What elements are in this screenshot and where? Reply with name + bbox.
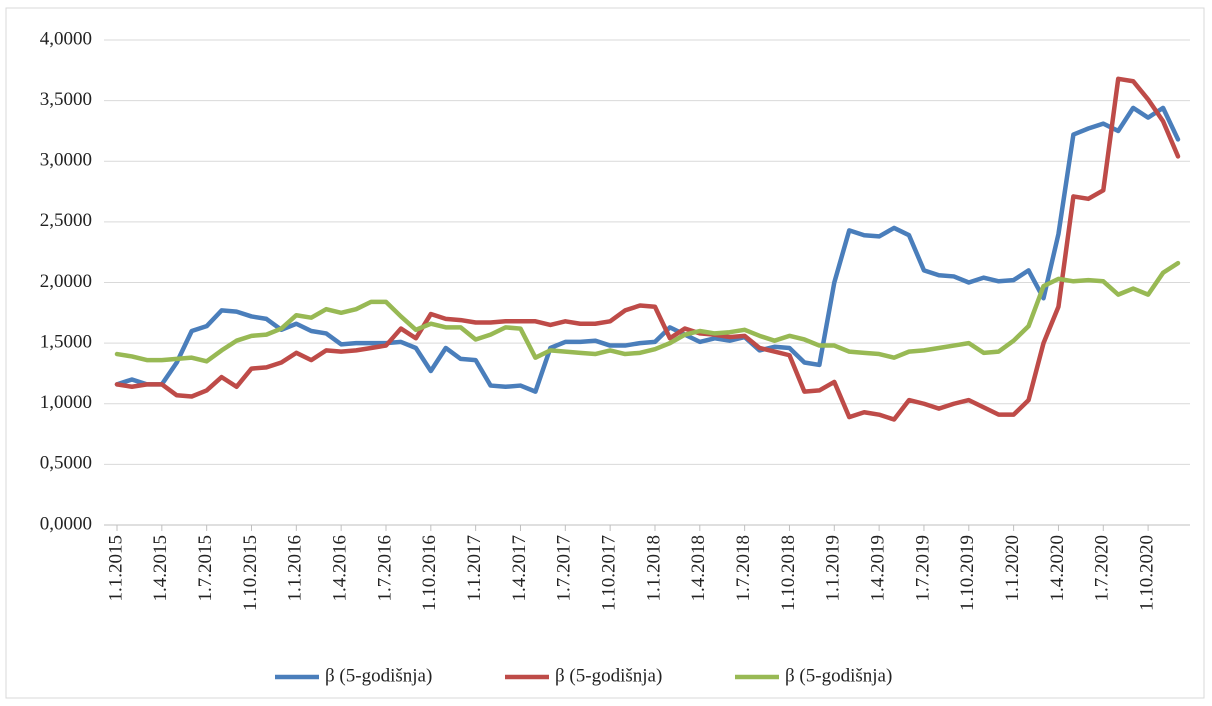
y-tick-label: 1,0000 (40, 392, 92, 413)
x-tick-label: 1.7.2019 (912, 535, 933, 602)
legend-label: β (5-godišnja) (325, 665, 432, 686)
x-tick-label: 1.4.2017 (509, 535, 530, 602)
line-series (114, 105, 1181, 394)
x-tick-label: 1.4.2015 (150, 535, 171, 602)
x-tick-label: 1.1.2020 (1002, 535, 1023, 602)
x-tick-label: 1.4.2020 (1047, 535, 1068, 602)
x-tick-label: 1.7.2018 (733, 535, 754, 602)
x-tick-label: 1.7.2017 (554, 535, 575, 602)
y-tick-label: 3,0000 (40, 150, 92, 171)
line-series (114, 260, 1181, 364)
x-tick-label: 1.10.2020 (1136, 535, 1157, 611)
y-tick-label: 2,5000 (40, 210, 92, 231)
x-tick-label: 1.1.2017 (464, 535, 485, 602)
legend-label: β (5-godišnja) (785, 665, 892, 686)
x-tick-label: 1.10.2019 (957, 535, 978, 611)
x-tick-label: 1.4.2016 (330, 535, 351, 602)
y-tick-label: 0,5000 (40, 453, 92, 474)
x-tick-label: 1.7.2020 (1092, 535, 1113, 602)
x-tick-label: 1.7.2016 (374, 535, 395, 602)
x-tick-label: 1.10.2018 (778, 535, 799, 611)
legend-label: β (5-godišnja) (555, 665, 662, 686)
x-tick-label: 1.1.2019 (823, 535, 844, 602)
x-tick-label: 1.10.2015 (240, 535, 261, 611)
x-tick-label: 1.1.2015 (105, 535, 126, 602)
x-tick-label: 1.7.2015 (195, 535, 216, 602)
line-series (114, 76, 1181, 422)
y-tick-label: 3,5000 (40, 89, 92, 110)
y-tick-label: 0,0000 (40, 513, 92, 534)
x-tick-label: 1.10.2017 (599, 535, 620, 611)
x-tick-label: 1.4.2019 (867, 535, 888, 602)
y-tick-label: 1,5000 (40, 331, 92, 352)
y-tick-label: 4,0000 (40, 28, 92, 49)
y-tick-label: 2,0000 (40, 271, 92, 292)
x-tick-label: 1.4.2018 (688, 535, 709, 602)
x-tick-label: 1.1.2016 (285, 535, 306, 602)
x-tick-label: 1.10.2016 (419, 535, 440, 611)
x-tick-label: 1.1.2018 (643, 535, 664, 602)
